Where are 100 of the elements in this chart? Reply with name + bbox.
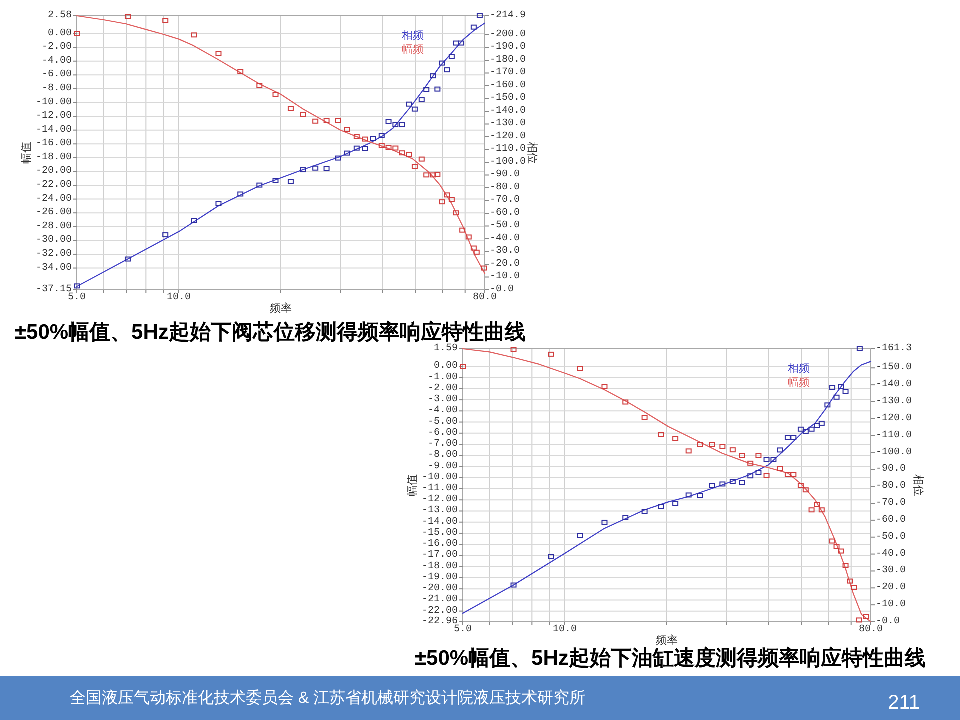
text: ±50%幅值、5Hz起始下阀芯位移测得频率响应特性曲线 [15,320,526,344]
y-tick-label: -3.00 [428,394,458,406]
y2-tick-label: -70.0 [876,498,906,510]
y2-tick-label: -50.0 [490,220,520,232]
y-tick-label: -8.00 [428,450,458,462]
x-axis-title: 频率 [656,634,678,647]
y-tick-label: -18.00 [36,152,72,164]
y-tick-label: -2.00 [42,42,72,54]
y2-tick-label: -120.0 [876,413,912,424]
y-tick-label: 0.00 [434,361,458,372]
x-tick-label: 10.0 [552,624,578,636]
y-tick-label: -14.00 [422,516,458,528]
x-tick-label: 10.0 [166,292,192,304]
y-tick-label: -34.00 [36,262,72,274]
y2-tick-label: -90.0 [876,464,906,476]
y2-tick-label: -30.0 [876,566,906,577]
y-tick-label: -12.00 [36,111,72,122]
y2-tick-label: -110.0 [490,144,526,156]
y-tick-label: -16.00 [36,138,72,150]
y-tick-label: -10.00 [36,97,72,108]
y-tick-label: -22.00 [422,606,458,617]
y2-tick-label: -214.9 [490,10,526,22]
y-tick-label: -6.00 [42,70,72,81]
y2-axis-title: 相位 [526,142,539,164]
y2-tick-label: -180.0 [490,55,526,66]
text: 相频 [402,29,424,42]
y2-axis-title: 相位 [912,474,925,496]
y2-tick-label: -20.0 [490,259,520,270]
y-tick-label: -1.00 [428,372,458,384]
y-tick-label: -4.00 [428,406,458,417]
y-axis-title: 幅值 [21,142,33,164]
y-tick-label: -12.00 [422,494,458,506]
y-tick-label: -20.00 [422,584,458,595]
y2-tick-label: -200.0 [490,30,526,40]
y2-tick-label: -100.0 [490,157,526,168]
text: 幅频 [788,377,810,389]
y2-tick-label: -60.0 [876,514,906,526]
y2-tick-label: -80.0 [490,182,520,194]
x-axis-title: 频率 [270,302,292,315]
y-tick-label: 1.59 [434,344,458,354]
y-tick-label: -17.00 [422,550,458,562]
y-tick-label: -26.00 [36,208,72,219]
y-tick-label: -28.00 [36,221,72,232]
y-tick-label: -19.00 [422,572,458,584]
y2-tick-label: -160.0 [490,80,526,92]
y-axis-title: 幅值 [407,474,419,496]
y-tick-label: -16.00 [422,539,458,550]
y2-tick-label: -80.0 [876,481,906,492]
y2-tick-label: -120.0 [490,132,526,142]
x-tick-label: 80.0 [858,624,884,636]
y-tick-label: -20.00 [36,166,72,178]
y-tick-label: -15.00 [422,528,458,539]
x-tick-label: 80.0 [472,292,498,304]
y2-tick-label: -100.0 [876,447,912,458]
y2-tick-label: -140.0 [876,380,912,391]
y-tick-label: -21.00 [422,594,458,606]
y-tick-label: -13.00 [422,506,458,517]
y2-tick-label: -40.0 [876,548,906,560]
y2-tick-label: -150.0 [490,93,526,104]
y2-tick-label: -140.0 [490,106,526,117]
y2-tick-label: -190.0 [490,42,526,54]
y-tick-label: -4.00 [42,56,72,67]
text: 相频 [788,362,810,375]
y2-tick-label: -10.0 [876,600,906,611]
y2-tick-label: -60.0 [490,208,520,219]
y2-tick-label: -30.0 [490,246,520,258]
y2-tick-label: -110.0 [876,430,912,442]
y-tick-label: -22.00 [36,180,72,192]
text: ±50%幅值、5Hz起始下油缸速度测得频率响应特性曲线 [415,646,926,670]
y-tick-label: -11.00 [422,484,458,495]
x-tick-label: 5.0 [454,624,472,636]
y2-tick-label: -50.0 [876,532,906,543]
y-tick-label: -2.00 [428,383,458,394]
text: 211 [888,692,920,714]
y-tick-label: -18.00 [422,561,458,572]
y-tick-label: -14.00 [36,124,72,136]
y-tick-label: -7.00 [428,439,458,450]
text: 幅频 [402,44,424,56]
text: 全国液压气动标准化技术委员会 & 江苏省机械研究设计院液压技术研究所 [70,689,586,707]
y-tick-label: -8.00 [42,83,72,94]
y2-tick-label: -40.0 [490,234,520,244]
y-tick-label: -6.00 [428,428,458,439]
y-tick-label: -32.00 [36,248,72,260]
y2-tick-label: -161.3 [876,344,912,354]
y-tick-label: -10.00 [422,472,458,484]
y2-tick-label: -130.0 [490,118,526,130]
x-tick-label: 5.0 [68,292,86,304]
y2-tick-label: -90.0 [490,170,520,181]
y-tick-label: -5.00 [428,416,458,428]
y-tick-label: 2.58 [48,10,72,22]
y2-tick-label: -150.0 [876,362,912,374]
y2-tick-label: -20.0 [876,582,906,594]
y2-tick-label: -170.0 [490,68,526,79]
y2-tick-label: -130.0 [876,396,912,408]
y-tick-label: 0.00 [48,28,72,40]
y2-tick-label: -70.0 [490,195,520,206]
y-tick-label: -24.00 [36,194,72,205]
y-tick-label: -30.00 [36,235,72,246]
y-tick-label: -9.00 [428,461,458,472]
y2-tick-label: -10.0 [490,272,520,283]
